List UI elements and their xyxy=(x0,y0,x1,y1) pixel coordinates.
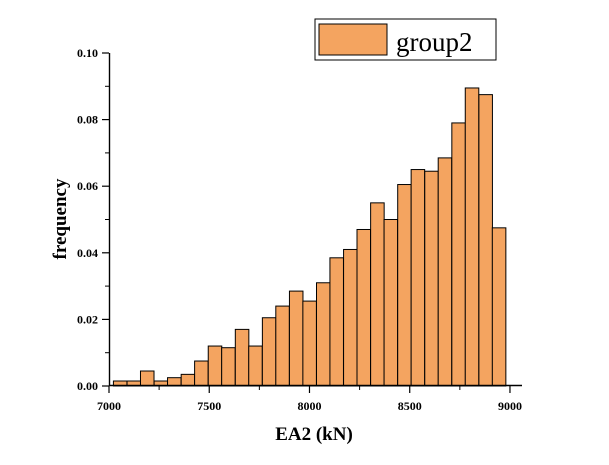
x-tick-label: 7000 xyxy=(97,399,121,413)
x-ticks-group: 7000 7500 8000 8500 9000 xyxy=(97,386,522,413)
histogram-bar xyxy=(234,328,250,387)
histogram-bar xyxy=(261,317,277,387)
histogram-bar xyxy=(194,360,209,387)
histogram-bar xyxy=(288,290,304,387)
bars-group xyxy=(112,87,507,387)
histogram-bar xyxy=(221,347,236,387)
histogram-bar xyxy=(167,377,182,387)
histogram-bar xyxy=(370,202,385,387)
histogram-bar xyxy=(180,373,196,387)
legend-swatch xyxy=(318,23,388,56)
x-tick-label: 8500 xyxy=(398,399,422,413)
histogram-bar xyxy=(302,300,317,387)
histogram-bar xyxy=(478,94,493,387)
legend: group2 xyxy=(314,18,497,61)
histogram-bar xyxy=(356,228,372,387)
histogram-bar xyxy=(207,345,223,387)
histogram-bar xyxy=(383,219,399,387)
legend-label: group2 xyxy=(396,27,473,57)
y-tick-label: 0.06 xyxy=(77,179,98,193)
y-tick-label: 0.04 xyxy=(77,246,98,260)
x-tick-label: 8000 xyxy=(297,399,321,413)
axes-group xyxy=(108,53,522,387)
y-axis-title: frequency xyxy=(50,178,71,259)
histogram-bar xyxy=(139,370,155,387)
histogram-bar xyxy=(464,87,480,387)
histogram-bar xyxy=(451,122,466,387)
histogram-bar xyxy=(491,227,507,387)
histogram-bar xyxy=(343,248,358,387)
histogram-bar xyxy=(248,345,263,387)
histogram-bar xyxy=(410,169,426,387)
y-tick-label: 0.02 xyxy=(77,312,98,326)
histogram-bar xyxy=(329,257,344,387)
y-ticks-group: 0.00 0.02 0.04 0.06 0.08 0.10 xyxy=(77,46,109,393)
x-tick-label: 9000 xyxy=(498,399,522,413)
histogram-bar xyxy=(316,282,331,387)
histogram-bar xyxy=(397,184,412,387)
histogram-bar xyxy=(424,170,439,387)
x-axis-title: EA2 (kN) xyxy=(275,424,353,445)
y-tick-label: 0.08 xyxy=(77,113,98,127)
y-tick-label: 0.00 xyxy=(77,379,98,393)
y-tick-label: 0.10 xyxy=(77,46,98,60)
histogram-bar xyxy=(275,305,290,387)
histogram-bar xyxy=(437,157,453,387)
x-tick-label: 7500 xyxy=(197,399,221,413)
